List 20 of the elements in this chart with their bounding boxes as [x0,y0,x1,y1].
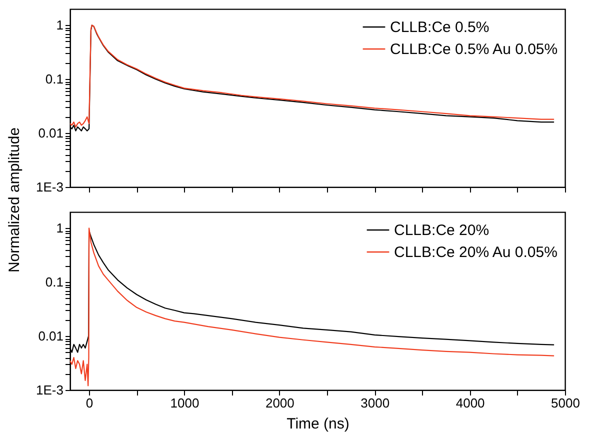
legend-label: CLLB:Ce 0.5% Au 0.05% [390,41,558,58]
legend-label: CLLB:Ce 0.5% [390,19,490,36]
y-tick-label: 1 [56,220,64,236]
y-tick-label: 1E-3 [36,382,64,398]
x-tick-label: 2000 [265,396,294,410]
y-tick-label: 0.1 [45,274,64,290]
x-axis-title: Time (ns) [286,416,350,432]
x-tick-label: 1000 [170,396,200,410]
y-axis-title: Normalized amplitude [6,127,24,273]
x-tick-label: 5000 [551,396,580,410]
y-tick-label: 0.01 [38,126,64,141]
y-tick-label: 1 [56,18,64,33]
x-tick-label: 4000 [456,396,485,410]
y-tick-label: 0.1 [45,72,64,87]
legend-label: CLLB:Ce 20% [394,222,490,239]
legend-label: CLLB:Ce 20% Au 0.05% [394,244,558,261]
y-tick-label: 1E-3 [36,180,64,194]
y-tick-label: 0.01 [38,328,64,344]
x-tick-label: 0 [86,396,94,410]
x-tick-label: 3000 [360,396,390,410]
